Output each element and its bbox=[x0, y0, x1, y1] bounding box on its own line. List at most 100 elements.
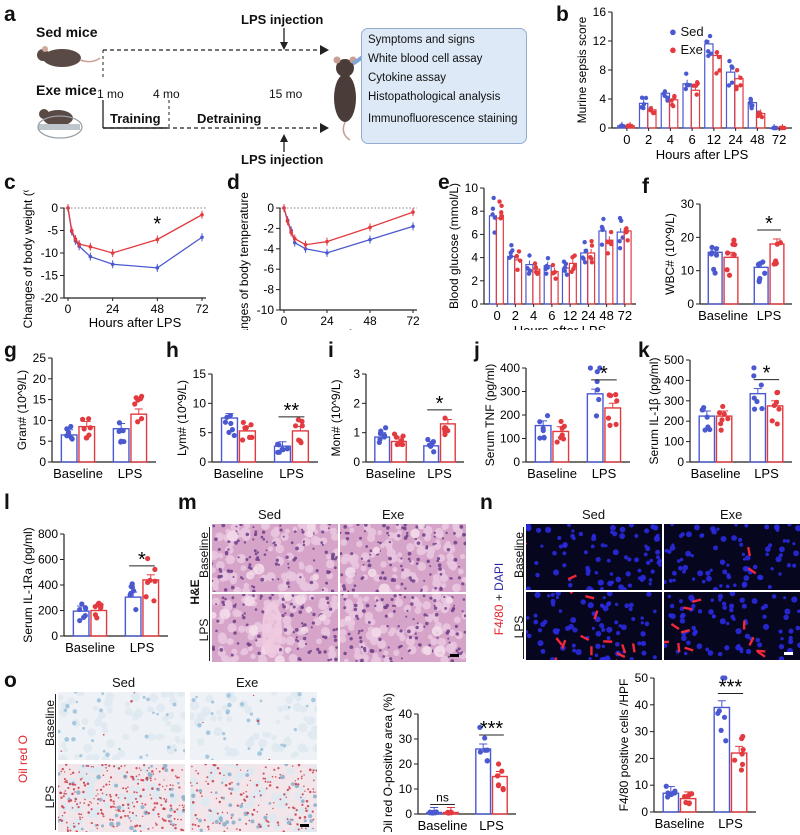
nucleus bbox=[235, 525, 238, 528]
x-tick-label: LPS bbox=[754, 466, 779, 481]
dapi-nucleus bbox=[534, 592, 541, 599]
nucleus bbox=[248, 563, 252, 567]
nucleus bbox=[259, 597, 262, 600]
lipid-droplet bbox=[224, 783, 228, 787]
data-point bbox=[143, 594, 149, 600]
lipid-droplet bbox=[61, 814, 64, 817]
sinusoid bbox=[344, 615, 351, 623]
y-tick-label: 600 bbox=[38, 553, 58, 567]
dapi-nucleus bbox=[705, 647, 710, 652]
dapi-nucleus bbox=[628, 607, 633, 612]
hepatocyte bbox=[293, 702, 303, 712]
hepatocyte bbox=[174, 736, 180, 742]
dapi-nucleus bbox=[671, 570, 677, 576]
dapi-nucleus bbox=[788, 628, 794, 634]
series-line bbox=[67, 207, 203, 269]
data-point bbox=[582, 260, 588, 265]
hepatocyte bbox=[217, 632, 227, 641]
timepoint-15mo: 15 mo bbox=[269, 87, 303, 101]
lipid-droplet bbox=[105, 783, 108, 786]
data-point bbox=[445, 810, 451, 816]
data-point bbox=[738, 767, 745, 773]
dapi-nucleus bbox=[570, 533, 575, 539]
hepatocyte bbox=[310, 535, 320, 546]
lipid-droplet bbox=[295, 809, 298, 812]
hepatocyte bbox=[230, 524, 240, 533]
hepatocyte bbox=[92, 753, 100, 760]
nucleus bbox=[369, 549, 373, 553]
hepatocyte bbox=[66, 791, 73, 798]
hepatocyte bbox=[272, 537, 282, 547]
o-col-sed: Sed bbox=[112, 675, 136, 690]
micrograph-texture bbox=[340, 594, 466, 662]
y-tick-label: 30 bbox=[681, 197, 695, 211]
data-point bbox=[279, 446, 285, 452]
lipid-droplet bbox=[111, 818, 114, 821]
panel-letter-h: h bbox=[166, 339, 179, 362]
hepatocyte bbox=[392, 531, 402, 541]
hepatocyte bbox=[131, 724, 139, 732]
f480-signal bbox=[585, 594, 595, 600]
lipid-droplet bbox=[256, 810, 259, 813]
dapi-nucleus bbox=[712, 586, 719, 590]
nucleus bbox=[266, 540, 269, 543]
hepatocyte bbox=[215, 709, 222, 716]
lipid-droplet bbox=[131, 775, 135, 779]
data-point bbox=[88, 244, 93, 249]
lipid-droplet bbox=[66, 826, 69, 829]
x-tick-label: 0 bbox=[623, 132, 630, 147]
dapi-nucleus bbox=[537, 628, 543, 633]
hepatocyte bbox=[134, 793, 143, 802]
x-tick-label: 48 bbox=[151, 302, 165, 316]
lipid-droplet bbox=[117, 767, 121, 770]
nucleus bbox=[444, 607, 448, 610]
lipid-droplet bbox=[303, 774, 305, 776]
hepatocyte bbox=[240, 565, 247, 572]
sinusoid bbox=[306, 530, 314, 538]
lipid-droplet bbox=[218, 800, 221, 803]
nucleus bbox=[355, 659, 358, 662]
dapi-nucleus bbox=[540, 648, 546, 654]
lipid-droplet bbox=[264, 777, 267, 780]
hepatocyte bbox=[87, 728, 96, 737]
dapi-nucleus bbox=[601, 627, 606, 632]
hepatocyte bbox=[320, 627, 330, 637]
lipid-droplet bbox=[90, 765, 93, 768]
y-tick-label: -8 bbox=[263, 283, 274, 297]
data-point bbox=[704, 414, 710, 420]
data-point bbox=[246, 434, 253, 440]
lipid-droplet bbox=[62, 806, 65, 809]
nucleus bbox=[371, 649, 375, 653]
y-tick-label: 200 bbox=[664, 414, 684, 428]
dapi-nucleus bbox=[733, 583, 737, 587]
hepatocyte bbox=[437, 637, 447, 647]
significance-label: * bbox=[436, 393, 444, 415]
nucleus bbox=[428, 644, 431, 647]
nucleus bbox=[312, 612, 316, 617]
lipid-droplet bbox=[87, 803, 90, 807]
nucleus bbox=[231, 820, 236, 825]
f480-signal bbox=[748, 636, 755, 646]
lipid-droplet bbox=[158, 783, 161, 786]
lipid-droplet bbox=[60, 770, 63, 773]
y-tick-label: 2 bbox=[471, 274, 478, 288]
data-point bbox=[624, 226, 629, 231]
lipid-droplet bbox=[207, 782, 210, 785]
dapi-nucleus bbox=[594, 616, 601, 623]
nucleus bbox=[222, 603, 226, 606]
nucleus bbox=[295, 636, 298, 639]
hepatocyte bbox=[149, 693, 159, 703]
dapi-nucleus bbox=[792, 563, 797, 568]
lipid-droplet bbox=[74, 783, 77, 786]
nucleus bbox=[327, 527, 330, 530]
hepatocyte bbox=[234, 587, 242, 592]
dapi-nucleus bbox=[767, 584, 772, 590]
sinusoid bbox=[367, 568, 377, 578]
hepatocyte bbox=[329, 527, 337, 535]
dapi-nucleus bbox=[730, 614, 735, 620]
hepatocyte bbox=[284, 714, 291, 721]
dapi-nucleus bbox=[762, 614, 767, 619]
hepatocyte bbox=[405, 636, 416, 646]
nucleus bbox=[71, 736, 76, 742]
data-point bbox=[665, 95, 670, 100]
